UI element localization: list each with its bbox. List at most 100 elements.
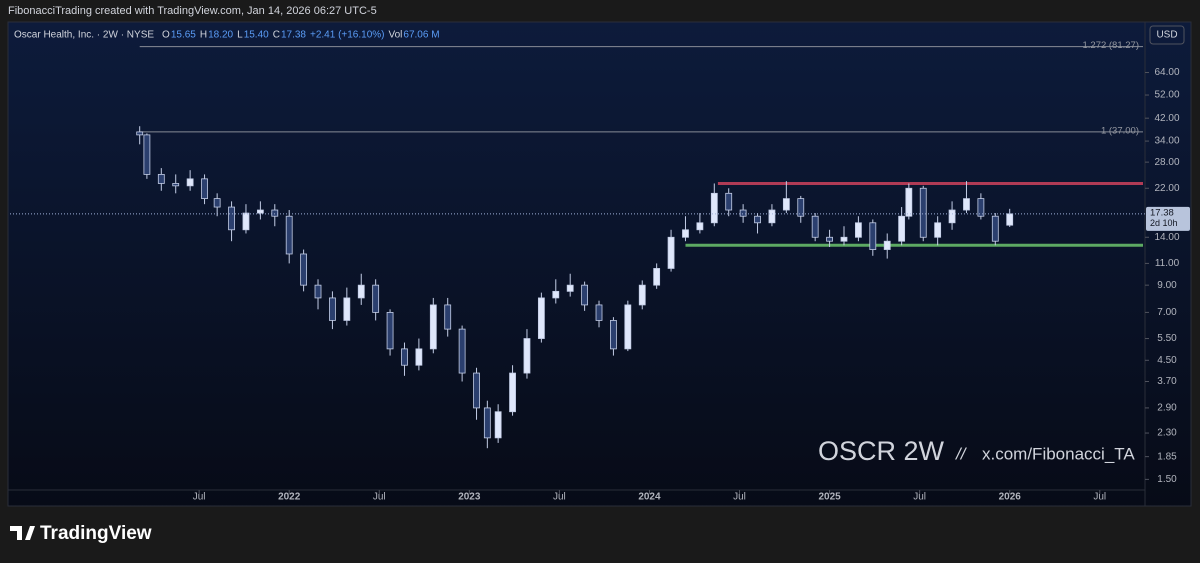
- x-tick-label: Jul: [913, 492, 926, 503]
- candle-body: [372, 284, 380, 313]
- candle-body: [754, 215, 761, 224]
- candle-body: [343, 297, 351, 321]
- y-tick-label: 3.70: [1157, 376, 1177, 387]
- candle-body: [494, 411, 502, 439]
- candle-body: [213, 198, 221, 208]
- watermark-handle: x.com/Fibonacci_TA: [982, 444, 1135, 463]
- price-tag-countdown: 2d 10h: [1150, 218, 1178, 228]
- candle-body: [314, 284, 322, 299]
- tradingview-logo: [10, 526, 35, 540]
- y-tick-label: 2.90: [1157, 403, 1177, 414]
- x-tick-label: 2023: [458, 492, 481, 503]
- candle-body: [458, 328, 466, 374]
- candle-body: [854, 222, 862, 238]
- candle-body: [581, 284, 589, 306]
- level-label: 1.272 (81.27): [1082, 40, 1139, 51]
- y-tick-label: 4.50: [1157, 355, 1177, 366]
- legend-l-label: L: [237, 30, 243, 41]
- candle-body: [1006, 213, 1014, 226]
- candle-body: [429, 304, 437, 350]
- legend-o: 15.65: [171, 30, 196, 41]
- chart-pane: [7, 21, 1192, 507]
- y-tick-label: 1.50: [1157, 474, 1177, 485]
- y-tick-label: 14.00: [1154, 232, 1179, 243]
- candle-body: [509, 372, 516, 413]
- candle-body: [782, 198, 790, 211]
- candle-body: [566, 284, 574, 292]
- currency-button[interactable]: [1149, 25, 1185, 45]
- candle-body: [869, 222, 877, 250]
- candle-body: [811, 215, 819, 238]
- legend-c-label: C: [273, 30, 280, 41]
- candle-body: [883, 240, 891, 250]
- legend-o-label: O: [162, 30, 170, 41]
- x-tick-label: Jul: [193, 492, 206, 503]
- candle-body: [977, 198, 985, 217]
- y-tick-label: 7.00: [1157, 307, 1177, 318]
- candle-body: [948, 209, 956, 224]
- legend-h-label: H: [200, 30, 207, 41]
- candle-body: [710, 192, 718, 224]
- legend-c: 17.38: [281, 30, 306, 41]
- candle-body: [624, 304, 632, 350]
- candle-body: [415, 348, 423, 366]
- candle-body: [840, 236, 848, 242]
- candle-body: [242, 212, 250, 231]
- y-tick-label: 64.00: [1154, 67, 1179, 78]
- candle-body: [797, 198, 805, 217]
- candle-body: [186, 178, 194, 187]
- candle-body: [595, 304, 603, 321]
- candle-body: [143, 134, 151, 175]
- candle-body: [898, 215, 906, 242]
- x-tick-label: Jul: [733, 492, 746, 503]
- watermark-slashes: //: [955, 444, 968, 463]
- brand: TradingView: [40, 523, 152, 544]
- legend-symbol: Oscar Health, Inc. · 2W · NYSE: [14, 30, 154, 41]
- candle-body: [552, 290, 560, 299]
- candle-body: [523, 338, 531, 374]
- candle-body: [682, 229, 689, 238]
- y-tick-label: 11.00: [1155, 258, 1180, 269]
- candle-body: [919, 187, 927, 238]
- candle-body: [444, 304, 452, 330]
- x-tick-label: Jul: [1093, 492, 1106, 503]
- candle-body: [826, 236, 833, 242]
- candle-body: [934, 222, 942, 238]
- x-tick-label: 2024: [638, 492, 661, 503]
- candle-body: [172, 183, 180, 187]
- candle-body: [357, 284, 365, 299]
- level-label: 1 (37.00): [1101, 125, 1139, 136]
- y-tick-label: 1.85: [1157, 451, 1177, 462]
- legend: Oscar Health, Inc. · 2W · NYSE O 15.65 H 18.…: [14, 30, 440, 41]
- candle-body: [610, 320, 617, 350]
- x-tick-label: 2025: [818, 492, 841, 503]
- candle-body: [386, 312, 394, 350]
- credit: FibonacciTrading created with TradingVie…: [8, 5, 377, 17]
- watermark-symbol: OSCR 2W: [818, 436, 945, 466]
- candle-body: [653, 268, 661, 286]
- candle-body: [228, 206, 235, 231]
- candle-body: [329, 297, 336, 321]
- candle-body: [667, 236, 675, 269]
- legend-vol: 67.06 M: [403, 30, 439, 41]
- candle-body: [300, 253, 308, 286]
- candle-body: [696, 222, 704, 231]
- currency[interactable]: USD: [1156, 30, 1177, 41]
- y-tick-label: 9.00: [1157, 280, 1177, 291]
- candle-body: [473, 372, 480, 409]
- y-tick-label: 52.00: [1154, 90, 1179, 101]
- candle-body: [285, 215, 293, 255]
- candle-body: [537, 297, 545, 339]
- legend-h: 18.20: [208, 30, 233, 41]
- candle-body: [483, 407, 491, 439]
- candle-body: [201, 178, 208, 200]
- candle-body: [768, 209, 776, 224]
- candle-body: [991, 215, 999, 242]
- candle-body: [638, 284, 646, 306]
- y-tick-label: 22.00: [1154, 183, 1179, 194]
- candle-body: [136, 131, 144, 136]
- legend-vol-label: Vol: [388, 30, 402, 41]
- candle-body: [271, 209, 279, 217]
- legend-change: +2.41 (+16.10%): [310, 30, 385, 41]
- candle-body: [905, 187, 913, 217]
